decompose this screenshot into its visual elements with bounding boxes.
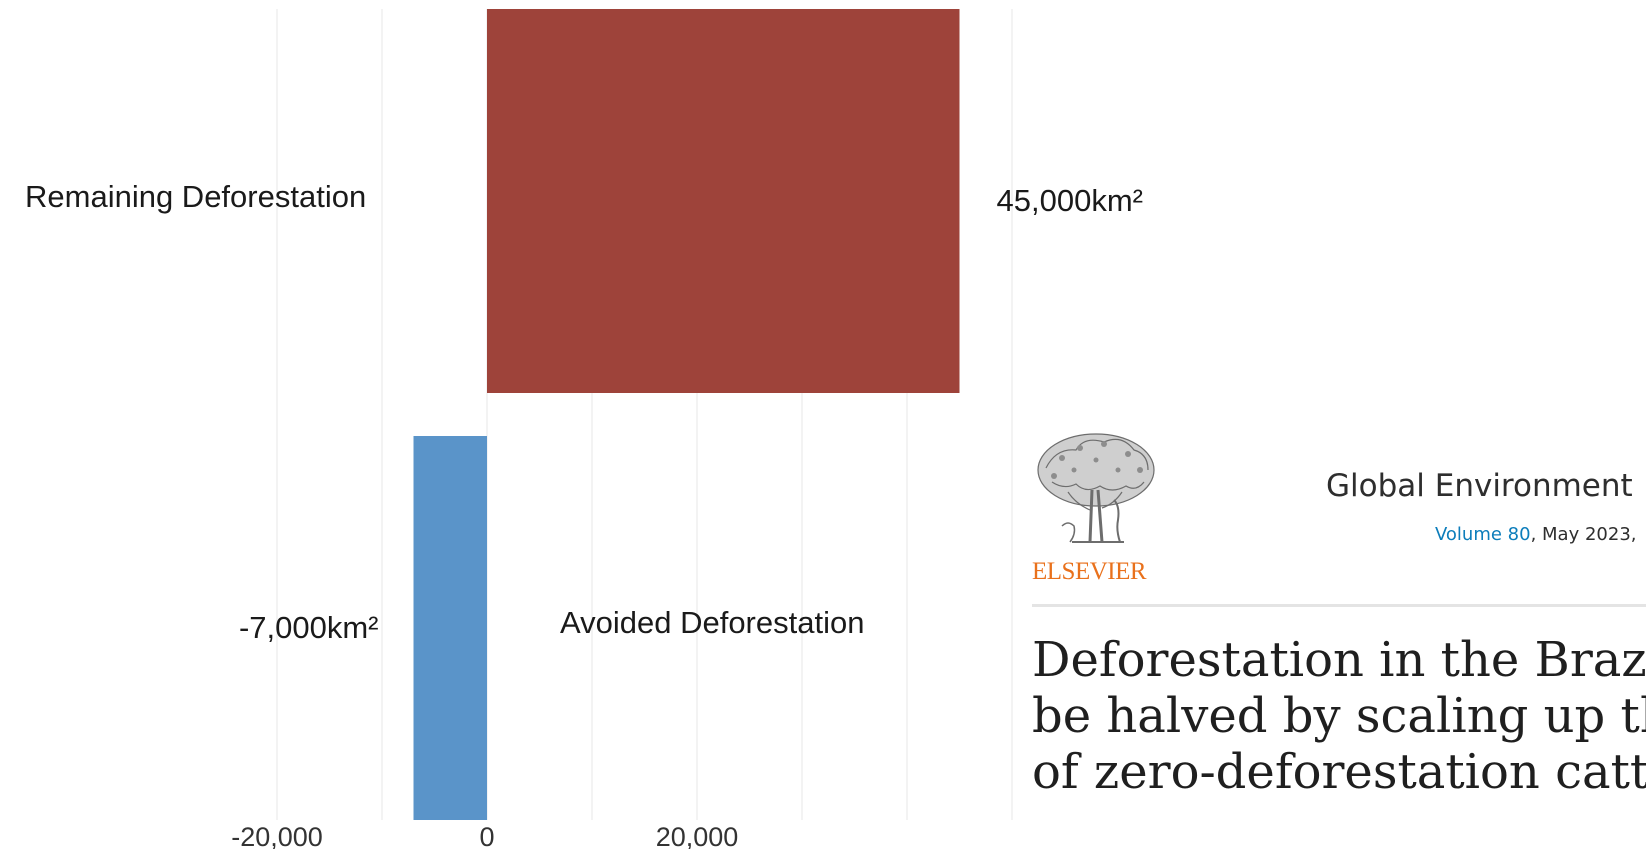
x-axis-ticks: -20,000 0 20,000 [231, 822, 738, 849]
category-label: Remaining Deforestation [25, 179, 366, 214]
volume-link[interactable]: Volume 80 [1435, 524, 1531, 545]
category-label: Avoided Deforestation [560, 605, 864, 640]
divider [1032, 604, 1646, 607]
journal-meta: Volume 80, May 2023, [1435, 524, 1637, 545]
article-title-line: be halved by scaling up th [1032, 688, 1646, 744]
article-title-line: Deforestation in the Brazil [1032, 632, 1646, 688]
issue-date: , May 2023, [1530, 524, 1637, 545]
data-label: -7,000km² [239, 610, 379, 645]
bars [413, 9, 960, 820]
x-tick-label: 0 [479, 822, 494, 849]
x-tick-label: 20,000 [656, 822, 739, 849]
publisher-wordmark: ELSEVIER [1032, 558, 1147, 585]
article-title: Deforestation in the Brazil be halved by… [1032, 632, 1646, 800]
bar-avoided-deforestation [413, 436, 487, 820]
article-title-line: of zero-deforestation cattl [1032, 744, 1646, 800]
article-header-card: ELSEVIER Global Environment Volume 80, M… [1032, 420, 1646, 860]
elsevier-tree-logo: ELSEVIER [1032, 430, 1160, 585]
labels: Remaining Deforestation Avoided Deforesta… [25, 179, 1143, 645]
journal-title[interactable]: Global Environment [1326, 468, 1633, 504]
bar-remaining-deforestation [487, 9, 960, 393]
x-tick-label: -20,000 [231, 822, 323, 849]
tree-icon [1037, 433, 1155, 543]
data-label: 45,000km² [997, 183, 1143, 218]
